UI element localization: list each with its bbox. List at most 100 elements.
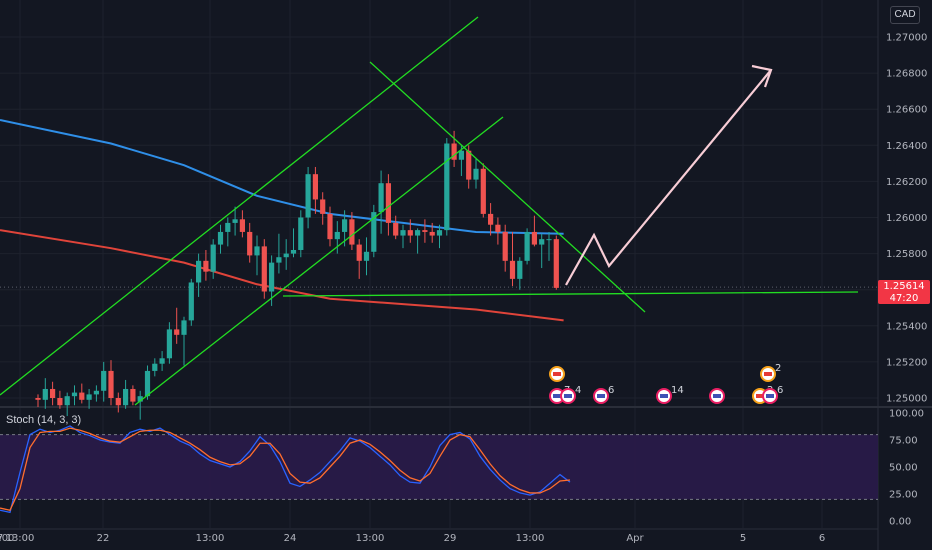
candle-body <box>269 262 275 292</box>
candle-body <box>393 222 399 236</box>
candle-body <box>312 174 318 200</box>
candle-body <box>42 388 48 400</box>
trendline <box>0 16 479 396</box>
stoch-tick-label: 0.00 <box>889 517 911 528</box>
trendline <box>282 291 859 297</box>
candle-body <box>79 392 85 400</box>
candle-body <box>415 230 421 236</box>
trendline-drawings[interactable] <box>0 16 859 406</box>
candle-body <box>422 230 428 232</box>
candle-body <box>159 358 165 364</box>
candle-body <box>108 370 114 398</box>
last-price-value: 1.25614 <box>883 281 925 292</box>
time-tick-label: 13:00 <box>516 533 545 544</box>
time-tick-label: 7 <box>0 533 3 544</box>
us-flag-icon-glyph <box>713 394 721 398</box>
candle-body <box>553 239 559 288</box>
candle-body <box>210 244 216 272</box>
currency-badge[interactable]: CAD <box>890 6 920 24</box>
forecast-path <box>565 69 772 286</box>
candle-body <box>232 219 238 223</box>
time-tick-label: 22 <box>97 533 110 544</box>
candle-body <box>188 282 194 321</box>
candle-body <box>261 246 267 292</box>
stoch-tick-label: 50.00 <box>889 463 918 474</box>
price-tick-label: 1.25800 <box>886 249 927 260</box>
moving-averages <box>0 119 878 322</box>
candle-body <box>320 199 326 214</box>
canada-flag-icon-glyph <box>553 372 561 376</box>
price-tick-label: 1.26800 <box>886 69 927 80</box>
candle-body <box>349 219 355 245</box>
candle-body <box>356 244 362 261</box>
candle-body <box>71 392 78 397</box>
time-tick-label: 13:00 <box>356 533 385 544</box>
candlestick-series[interactable] <box>35 130 559 420</box>
candle-body <box>539 239 545 245</box>
candle-body <box>174 329 180 335</box>
candle-body <box>488 213 494 225</box>
candle-body <box>371 212 377 252</box>
time-tick-label: 13:00 <box>6 533 35 544</box>
candle-body <box>35 398 41 400</box>
stoch-axis[interactable]: 100.00 75.00 50.00 25.00 0.00 <box>889 409 924 528</box>
candle-body <box>276 257 282 263</box>
stoch-tick-label: 100.00 <box>889 409 924 420</box>
time-tick-label: 6 <box>819 533 825 544</box>
trendline <box>134 116 504 406</box>
candle-body <box>93 390 99 395</box>
us-flag-icon-glyph <box>597 394 605 398</box>
event-badge: 6 <box>777 385 783 396</box>
candle-body <box>378 183 384 213</box>
trendline <box>369 61 646 313</box>
candle-body <box>181 320 187 335</box>
stoch-tick-label: 75.00 <box>889 436 918 447</box>
candle-body <box>546 239 552 241</box>
economic-events[interactable]: 74614226 <box>549 363 783 404</box>
candle-body <box>334 231 340 240</box>
price-axis[interactable]: 1.27000 1.26800 1.26600 1.26400 1.26200 1.260… <box>886 33 927 405</box>
candle-body <box>298 217 304 250</box>
event-badge: 4 <box>575 385 581 396</box>
ma-blue-line <box>0 119 564 235</box>
time-tick-label: 24 <box>284 533 297 544</box>
price-tick-label: 1.25200 <box>886 357 927 368</box>
candle-body <box>429 231 435 236</box>
candle-body <box>327 213 333 240</box>
candle-body <box>385 183 391 223</box>
candle-body <box>524 231 530 261</box>
last-price-tag: 1.25614 47:20 <box>878 280 930 304</box>
candle-body <box>290 249 297 254</box>
candle-body <box>57 398 63 406</box>
candle-body <box>342 219 348 232</box>
event-badge: 6 <box>608 385 614 396</box>
event-badge: 14 <box>671 385 684 396</box>
candle-body <box>64 396 70 406</box>
forecast-arrowhead <box>751 64 773 88</box>
candle-body <box>50 388 56 398</box>
candle-body <box>239 219 245 232</box>
candle-body <box>531 231 537 245</box>
price-tick-label: 1.25400 <box>886 321 927 332</box>
candle-body <box>144 370 151 397</box>
price-tick-label: 1.25000 <box>886 394 927 405</box>
candle-body <box>166 329 172 359</box>
price-tick-label: 1.27000 <box>886 33 927 44</box>
price-tick-label: 1.26600 <box>886 105 927 116</box>
us-flag-icon-glyph <box>766 394 774 398</box>
candle-body <box>502 231 508 261</box>
stoch-indicator-label[interactable]: Stoch (14, 3, 3) <box>6 414 82 426</box>
candle-body <box>473 168 479 180</box>
candle-body <box>130 388 136 402</box>
candle-body <box>137 396 143 402</box>
candle-body <box>101 370 107 391</box>
candle-body <box>123 388 129 406</box>
candle-body <box>495 224 501 232</box>
canada-flag-icon-glyph <box>764 372 772 376</box>
candle-body <box>517 260 523 279</box>
canada-flag-icon-glyph <box>756 394 764 398</box>
candle-body <box>196 260 202 283</box>
price-tick-label: 1.26200 <box>886 177 927 188</box>
